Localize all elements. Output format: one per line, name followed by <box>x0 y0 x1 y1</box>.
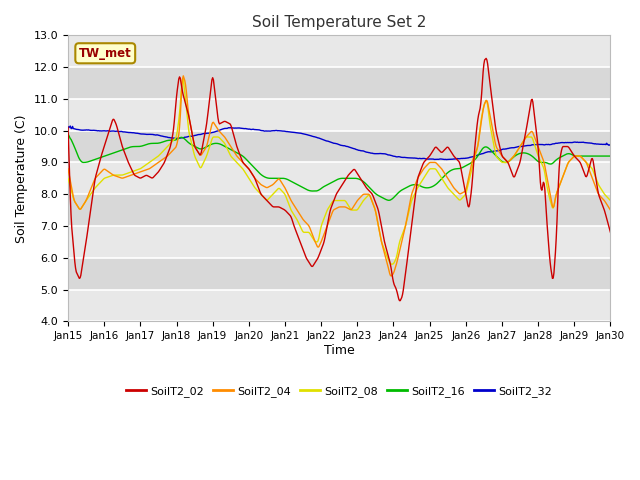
Legend: SoilT2_02, SoilT2_04, SoilT2_08, SoilT2_16, SoilT2_32: SoilT2_02, SoilT2_04, SoilT2_08, SoilT2_… <box>122 382 557 401</box>
Bar <box>68 289 611 321</box>
Bar <box>68 131 611 162</box>
Bar <box>68 36 611 67</box>
X-axis label: Time: Time <box>324 344 355 357</box>
Bar <box>68 99 611 131</box>
Y-axis label: Soil Temperature (C): Soil Temperature (C) <box>15 114 28 242</box>
Bar <box>68 258 611 289</box>
Bar <box>68 226 611 258</box>
Bar <box>68 162 611 194</box>
Bar <box>68 194 611 226</box>
Text: TW_met: TW_met <box>79 47 132 60</box>
Title: Soil Temperature Set 2: Soil Temperature Set 2 <box>252 15 426 30</box>
Bar <box>68 67 611 99</box>
